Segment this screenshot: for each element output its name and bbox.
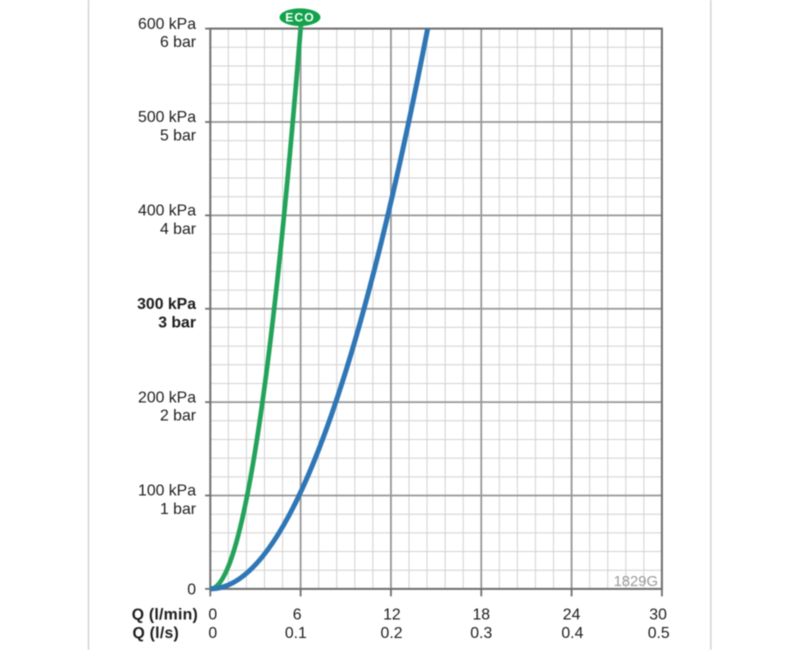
svg-text:0.5: 0.5 — [648, 625, 670, 642]
svg-text:18: 18 — [472, 606, 490, 623]
svg-text:300 kPa: 300 kPa — [137, 296, 196, 313]
svg-text:400 kPa: 400 kPa — [138, 203, 196, 220]
svg-text:100 kPa: 100 kPa — [138, 483, 196, 500]
svg-text:0: 0 — [208, 625, 217, 642]
svg-text:24: 24 — [563, 606, 581, 623]
svg-text:1829G: 1829G — [614, 574, 658, 590]
svg-text:6: 6 — [293, 606, 302, 623]
svg-text:4 bar: 4 bar — [160, 221, 196, 238]
svg-text:200 kPa: 200 kPa — [138, 389, 196, 406]
svg-text:ECO: ECO — [285, 11, 314, 25]
svg-text:0.4: 0.4 — [561, 625, 583, 642]
svg-text:3 bar: 3 bar — [158, 314, 196, 331]
svg-text:2 bar: 2 bar — [160, 408, 196, 425]
svg-text:0.3: 0.3 — [470, 625, 492, 642]
svg-text:5 bar: 5 bar — [160, 128, 196, 145]
svg-text:600 kPa: 600 kPa — [138, 16, 196, 33]
svg-text:Q (l/s): Q (l/s) — [133, 625, 180, 642]
svg-text:500 kPa: 500 kPa — [138, 109, 196, 126]
svg-text:Q (l/min): Q (l/min) — [132, 606, 198, 623]
svg-text:30: 30 — [649, 606, 667, 623]
svg-text:0: 0 — [187, 581, 196, 598]
svg-text:12: 12 — [383, 606, 401, 623]
svg-text:6 bar: 6 bar — [160, 34, 196, 51]
svg-text:0.2: 0.2 — [381, 625, 403, 642]
svg-text:1 bar: 1 bar — [160, 501, 196, 518]
svg-text:0.1: 0.1 — [285, 625, 307, 642]
svg-text:0: 0 — [208, 606, 217, 623]
